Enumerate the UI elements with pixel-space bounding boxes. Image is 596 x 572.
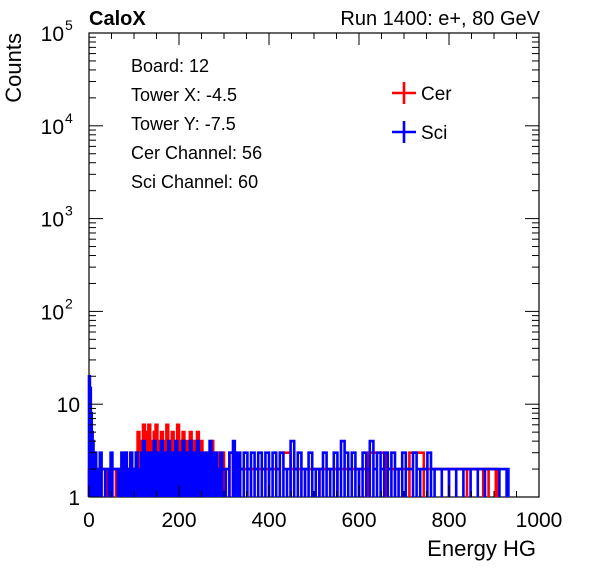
series-layer [87, 375, 510, 497]
y-tick-label: 1 [68, 487, 80, 510]
y-tick-exponent: 2 [65, 295, 73, 311]
info-line: Tower X: -4.5 [131, 85, 237, 105]
y-tick-exponent: 5 [65, 17, 73, 33]
series-line-sci [87, 375, 510, 497]
x-tick-label: 800 [431, 509, 466, 532]
info-line: Tower Y: -7.5 [131, 114, 236, 134]
y-tick-label: 10 [57, 394, 80, 417]
y-axis-title: Counts [1, 33, 26, 103]
y-tick-label: 10 [41, 23, 64, 46]
x-tick-label: 200 [161, 509, 196, 532]
x-tick-label: 1000 [516, 509, 563, 532]
y-tick-label: 10 [41, 116, 64, 139]
y-tick-label: 10 [41, 301, 64, 324]
x-axis-title: Energy HG [427, 536, 536, 561]
x-tick-label: 400 [251, 509, 286, 532]
y-tick-exponent: 4 [65, 110, 73, 126]
info-line: Cer Channel: 56 [131, 143, 262, 163]
info-box: Board: 12 Tower X: -4.5 Tower Y: -7.5 Cer C… [131, 56, 262, 192]
y-tick-exponent: 3 [65, 203, 73, 219]
info-line: Sci Channel: 60 [131, 172, 258, 192]
header-label-run: Run 1400: e+, 80 GeV [340, 8, 540, 30]
legend-label-cer: Cer [421, 84, 452, 105]
legend-label-sci: Sci [421, 123, 447, 144]
x-tick-label: 0 [83, 509, 95, 532]
y-tick-label: 10 [41, 209, 64, 232]
header-label-calox: CaloX [89, 8, 146, 30]
legend: Cer Sci [392, 82, 452, 144]
x-tick-label: 600 [341, 509, 376, 532]
info-line: Board: 12 [131, 56, 209, 76]
